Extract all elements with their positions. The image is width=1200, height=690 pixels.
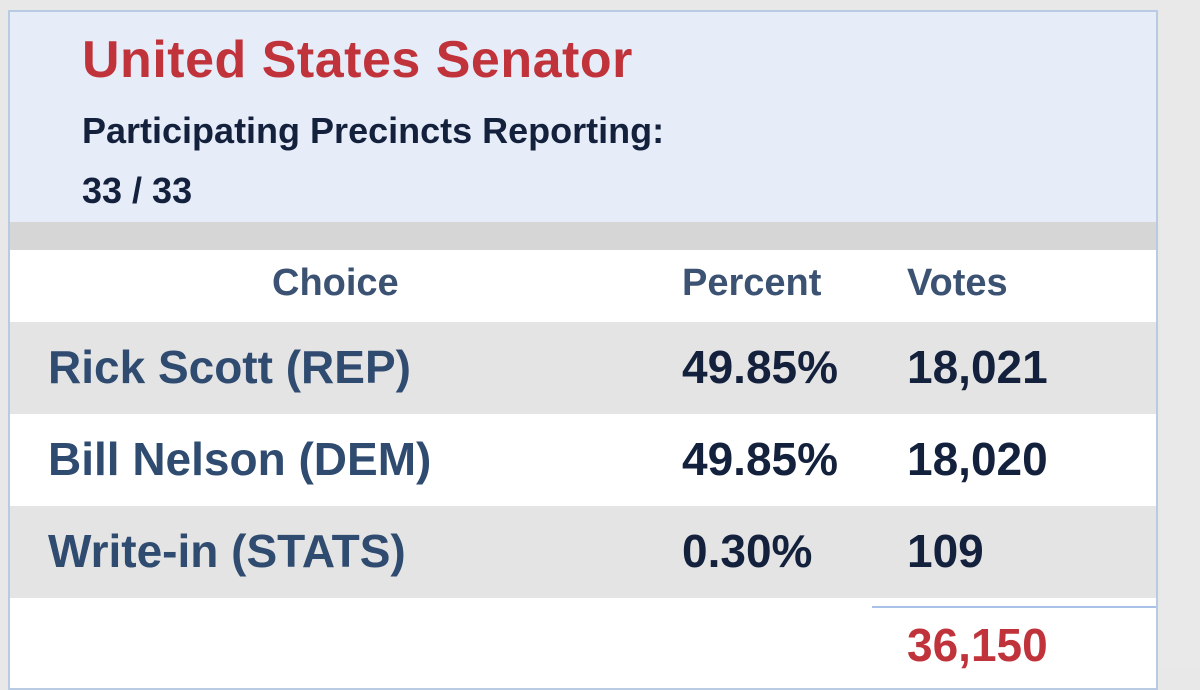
candidate-votes: 18,021 bbox=[907, 341, 1048, 393]
table-row: Bill Nelson (DEM) 49.85% 18,020 bbox=[10, 414, 1156, 506]
candidate-name: Bill Nelson (DEM) bbox=[48, 433, 432, 485]
table-row: Rick Scott (REP) 49.85% 18,021 bbox=[10, 322, 1156, 414]
candidate-percent: 0.30% bbox=[682, 525, 813, 577]
background-gutter bbox=[1160, 0, 1200, 669]
total-divider bbox=[872, 606, 1156, 608]
column-header-votes: Votes bbox=[907, 262, 1008, 304]
total-votes: 36,150 bbox=[907, 619, 1048, 671]
contest-header: United States Senator Participating Prec… bbox=[10, 12, 1156, 222]
precincts-reporting-value: 33 / 33 bbox=[82, 170, 193, 211]
candidate-votes: 18,020 bbox=[907, 433, 1048, 485]
contest-title: United States Senator bbox=[82, 31, 633, 89]
column-header-choice: Choice bbox=[272, 262, 399, 304]
table-row: Write-in (STATS) 0.30% 109 bbox=[10, 506, 1156, 598]
candidate-name: Write-in (STATS) bbox=[48, 525, 406, 577]
results-card: United States Senator Participating Prec… bbox=[8, 10, 1158, 690]
precincts-reporting-label: Participating Precincts Reporting: bbox=[82, 110, 665, 151]
candidate-votes: 109 bbox=[907, 525, 984, 577]
header-separator bbox=[10, 222, 1156, 250]
candidate-name: Rick Scott (REP) bbox=[48, 341, 411, 393]
candidate-percent: 49.85% bbox=[682, 341, 839, 393]
column-header-percent: Percent bbox=[682, 262, 822, 304]
candidate-percent: 49.85% bbox=[682, 433, 839, 485]
